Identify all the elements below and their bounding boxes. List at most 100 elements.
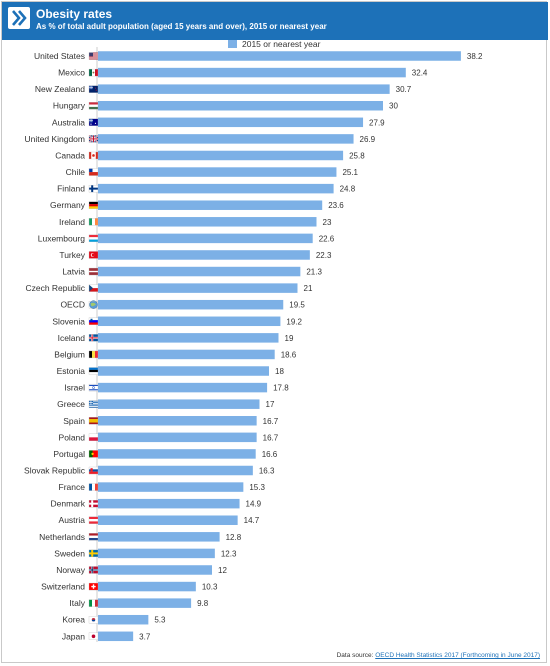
bar-row[interactable]: France 15.3 (59, 482, 266, 492)
bar[interactable] (98, 316, 281, 327)
bar-row[interactable]: Estonia 18 (57, 366, 285, 376)
bar[interactable] (98, 581, 196, 592)
bar-row[interactable]: Denmark 14.9 (51, 499, 262, 509)
bar-row[interactable]: Israel 17.8 (64, 383, 289, 393)
bar-row[interactable]: Norway 12 (56, 565, 227, 575)
value-label: 15.3 (249, 483, 265, 492)
bar[interactable] (98, 598, 192, 608)
poland-flag-icon (88, 433, 99, 441)
bar-row[interactable]: Belgium 18.6 (54, 349, 297, 359)
bar-chart: 2015 or nearest year United States 38.2 Me… (24, 39, 483, 642)
bar-row[interactable]: Netherlands 12.8 (39, 532, 242, 542)
bar[interactable] (98, 498, 240, 509)
bar-row[interactable]: Hungary 30 (53, 101, 399, 111)
category-label: Japan (62, 631, 85, 641)
bar-row[interactable]: Mexico 32.4 (58, 68, 428, 78)
value-label: 18 (275, 367, 284, 376)
bar[interactable] (98, 482, 244, 492)
bar[interactable] (98, 548, 215, 559)
value-label: 25.1 (342, 168, 358, 177)
bar[interactable] (98, 614, 149, 625)
bar[interactable] (98, 532, 220, 542)
bar-row[interactable]: Greece 17 (57, 399, 275, 409)
bar-row[interactable]: Slovak Republic 16.3 (24, 466, 275, 476)
value-label: 18.6 (281, 350, 297, 359)
bar-row[interactable]: Finland 24.8 (57, 184, 356, 194)
bar[interactable] (98, 150, 344, 161)
category-label: Latvia (62, 267, 85, 277)
korea-flag-icon (88, 616, 99, 624)
bar[interactable] (98, 565, 212, 575)
united-kingdom-flag-icon (88, 134, 99, 143)
bar-row[interactable]: Canada 25.8 (55, 150, 365, 160)
bar-row[interactable]: New Zealand 30.7 (35, 84, 412, 94)
bar[interactable] (98, 84, 390, 94)
bar[interactable] (98, 183, 334, 194)
bar-row[interactable]: Poland 16.7 (59, 432, 279, 442)
canada-flag-icon (88, 151, 99, 160)
bar-row[interactable]: Spain 16.7 (63, 416, 279, 426)
bar-row[interactable]: Slovenia 19.2 (52, 316, 302, 326)
value-label: 19.2 (286, 317, 302, 326)
bar[interactable] (98, 67, 406, 78)
bar[interactable] (98, 631, 134, 642)
value-label: 32.4 (412, 69, 428, 78)
bar-row[interactable]: OECD 19.5 (60, 300, 305, 310)
bar-row[interactable]: Turkey 22.3 (59, 250, 332, 260)
bar[interactable] (98, 299, 284, 310)
bar[interactable] (98, 432, 257, 443)
bar[interactable] (98, 399, 260, 409)
oecd-globe-icon (88, 300, 99, 309)
bar[interactable] (98, 349, 275, 360)
value-label: 16.7 (263, 417, 279, 426)
bar-row[interactable]: Germany 23.6 (50, 200, 344, 210)
bar[interactable] (98, 333, 279, 343)
bar-row[interactable]: Chile 25.1 (66, 167, 359, 177)
bar[interactable] (98, 250, 310, 260)
bar[interactable] (98, 217, 317, 227)
category-label: Poland (59, 432, 86, 442)
bar-row[interactable]: Latvia 21.3 (62, 267, 322, 277)
chart-legend[interactable]: 2015 or nearest year (228, 39, 321, 49)
value-label: 22.6 (319, 234, 335, 243)
double-chevron-right-icon (8, 7, 30, 29)
bar-row[interactable]: Korea 5.3 (62, 615, 166, 625)
bar-row[interactable]: Czech Republic 21 (25, 283, 312, 293)
bar-row[interactable]: United Kingdom 26.9 (25, 134, 376, 144)
greece-flag-icon (88, 400, 99, 408)
bar-row[interactable]: United States 38.2 (34, 51, 483, 61)
bar-row[interactable]: Japan 3.7 (62, 631, 151, 641)
bar[interactable] (98, 449, 256, 459)
bar[interactable] (98, 283, 298, 293)
bar[interactable] (98, 233, 313, 244)
bar-row[interactable]: Switzerland 10.3 (41, 582, 218, 592)
value-label: 25.8 (349, 151, 365, 160)
value-label: 14.9 (246, 500, 262, 509)
bar-row[interactable]: Iceland 19 (58, 333, 294, 343)
estonia-flag-icon (88, 367, 99, 375)
category-label: New Zealand (35, 84, 85, 94)
bar[interactable] (98, 515, 238, 525)
bar-row[interactable]: Luxembourg 22.6 (38, 233, 335, 243)
bar-row[interactable]: Sweden 12.3 (54, 548, 237, 558)
bar[interactable] (98, 266, 301, 277)
bar-row[interactable]: Austria 14.7 (59, 515, 260, 525)
bar[interactable] (98, 366, 269, 376)
bar-row[interactable]: Italy 9.8 (69, 598, 208, 608)
category-label: Czech Republic (25, 283, 85, 293)
bar[interactable] (98, 100, 383, 111)
value-label: 12.3 (221, 549, 237, 558)
value-label: 23 (323, 218, 332, 227)
bar[interactable] (98, 167, 337, 177)
bar-row[interactable]: Portugal 16.6 (53, 449, 277, 459)
bar-row[interactable]: Ireland 23 (59, 217, 332, 227)
bar[interactable] (98, 134, 354, 144)
bar[interactable] (98, 382, 268, 393)
bar[interactable] (98, 465, 253, 476)
source-link[interactable]: OECD Health Statistics 2017 (Forthcoming… (375, 652, 540, 659)
bar[interactable] (98, 200, 323, 210)
bar[interactable] (98, 416, 257, 426)
bar-row[interactable]: Australia 27.9 (52, 117, 385, 127)
bar[interactable] (98, 117, 364, 128)
bar[interactable] (98, 51, 461, 61)
